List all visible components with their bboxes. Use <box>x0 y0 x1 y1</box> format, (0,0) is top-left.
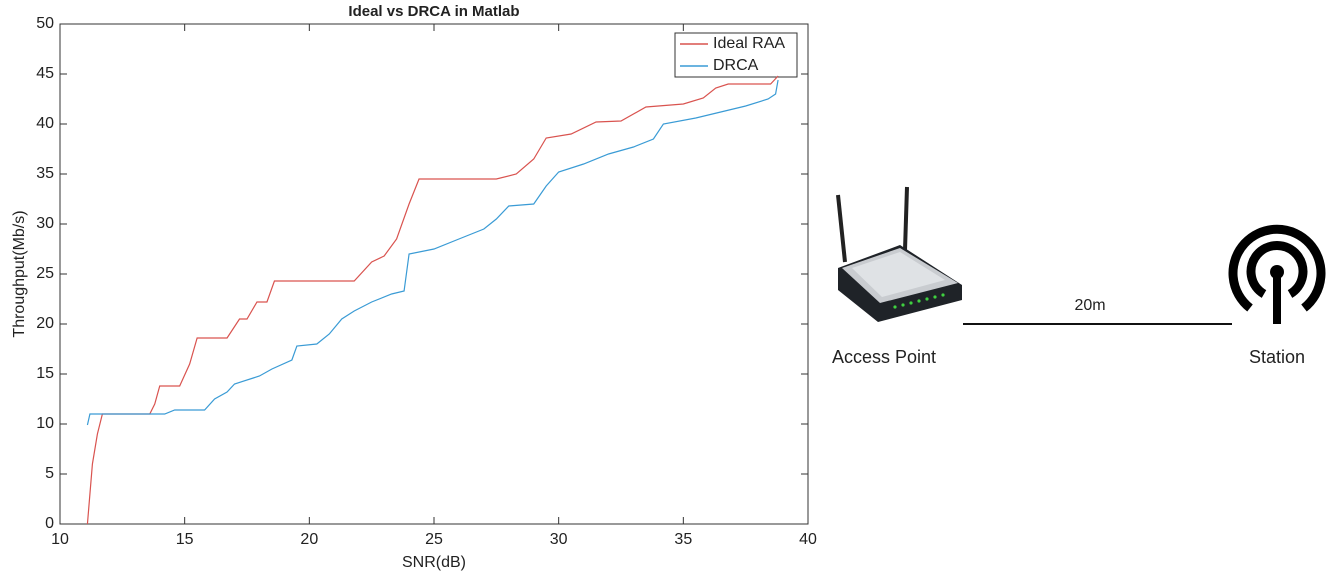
y-tick-label: 50 <box>36 15 54 32</box>
plot-frame <box>59 23 809 525</box>
x-tick-label: 10 <box>51 531 69 548</box>
access-point-label: Access Point <box>832 347 936 367</box>
legend-label: Ideal RAA <box>713 35 785 52</box>
y-tick-label: 45 <box>36 65 54 82</box>
legend-label: DRCA <box>713 57 759 74</box>
y-tick-label: 35 <box>36 165 54 182</box>
x-tick-label: 15 <box>176 531 194 548</box>
legend-box <box>674 32 798 78</box>
y-axis-label: Throughput(Mb/s) <box>11 210 28 337</box>
router-icon <box>836 186 962 322</box>
y-tick-label: 15 <box>36 365 54 382</box>
x-tick-label: 30 <box>550 531 568 548</box>
x-tick-label: 35 <box>674 531 692 548</box>
legend: Ideal RAA DRCA <box>674 32 798 78</box>
chart-title: Ideal vs DRCA in Matlab <box>348 3 519 20</box>
station-label: Station <box>1249 347 1305 367</box>
x-tick-label: 25 <box>425 531 443 548</box>
distance-label: 20m <box>1074 297 1105 314</box>
y-tick-label: 25 <box>36 265 54 282</box>
y-tick-label: 20 <box>36 315 54 332</box>
x-tick-label: 20 <box>300 531 318 548</box>
y-tick-label: 40 <box>36 115 54 132</box>
x-axis-label: SNR(dB) <box>402 554 466 571</box>
data-line <box>86 79 779 426</box>
y-tick-label: 0 <box>45 515 54 532</box>
y-tick-label: 10 <box>36 415 54 432</box>
data-line <box>86 75 779 525</box>
y-tick-label: 5 <box>45 465 54 482</box>
y-tick-label: 30 <box>36 215 54 232</box>
x-tick-label: 40 <box>799 531 817 548</box>
station-icon <box>1228 224 1326 324</box>
